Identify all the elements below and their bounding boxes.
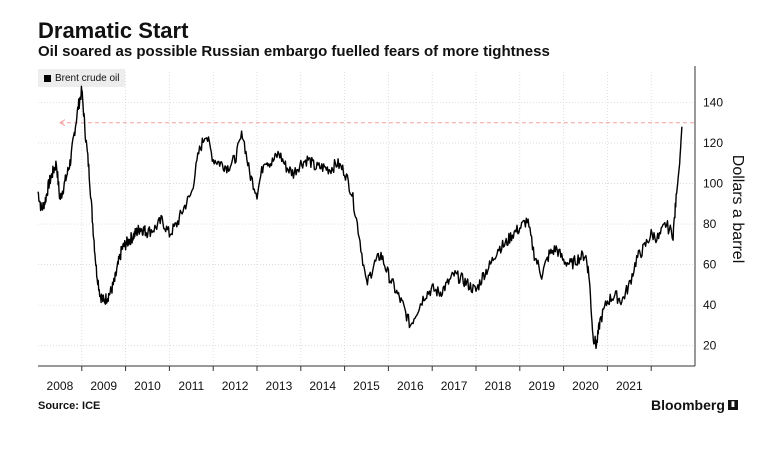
x-tick-label: 2016 bbox=[397, 379, 424, 393]
x-tick-label: 2021 bbox=[616, 379, 643, 393]
brand-logo: Bloomberg ▮ bbox=[651, 397, 738, 413]
legend-label: Brent crude oil bbox=[55, 72, 120, 84]
y-tick-label: 20 bbox=[703, 339, 717, 353]
bloomberg-logo-icon: ▮ bbox=[727, 400, 738, 410]
y-axis-label: Dollars a barrel bbox=[729, 155, 746, 263]
x-tick-label: 2008 bbox=[47, 379, 74, 393]
series-line-brent bbox=[37, 85, 683, 350]
y-tick-label: 120 bbox=[703, 136, 723, 150]
legend-swatch bbox=[44, 74, 51, 82]
x-tick-label: 2011 bbox=[178, 379, 204, 393]
x-tick-label: 2015 bbox=[353, 379, 380, 393]
x-tick-label: 2010 bbox=[134, 379, 161, 393]
y-tick-label: 40 bbox=[703, 298, 717, 312]
x-tick-label: 2019 bbox=[528, 379, 555, 393]
y-tick-label: 140 bbox=[703, 95, 723, 109]
brand-name: Bloomberg bbox=[651, 397, 725, 413]
x-tick-label: 2009 bbox=[90, 379, 117, 393]
x-tick-label: 2017 bbox=[441, 379, 468, 393]
x-tick-label: 2014 bbox=[309, 379, 336, 393]
chart-title: Dramatic Start bbox=[38, 18, 189, 43]
x-tick-label: 2018 bbox=[485, 379, 512, 393]
y-tick-label: 80 bbox=[703, 217, 717, 231]
reference-arrow bbox=[59, 119, 66, 127]
x-tick-label: 2012 bbox=[222, 379, 249, 393]
source-note: Source: ICE bbox=[38, 400, 101, 412]
x-tick-label: 2020 bbox=[572, 379, 599, 393]
y-tick-label: 100 bbox=[703, 177, 723, 191]
y-tick-label: 60 bbox=[703, 258, 717, 272]
x-tick-label: 2013 bbox=[266, 379, 293, 393]
chart-subtitle: Oil soared as possible Russian embargo f… bbox=[38, 43, 550, 60]
